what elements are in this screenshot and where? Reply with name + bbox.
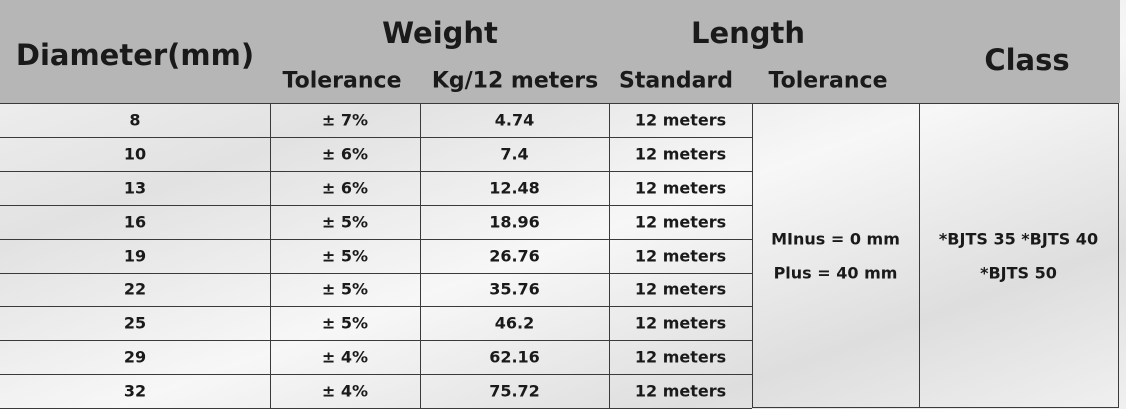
- grid-line: [0, 272, 752, 274]
- table-cell: 10: [123, 144, 147, 164]
- table-cell: 12 meters: [634, 381, 727, 401]
- table-cell: 62.16: [489, 347, 540, 367]
- table-cell: 7.4: [500, 144, 529, 164]
- table-cell: ± 5%: [321, 212, 369, 232]
- header-band: [0, 0, 1120, 103]
- table-cell: ± 6%: [321, 178, 369, 198]
- table-cell: 19: [123, 246, 147, 266]
- table-cell: ± 4%: [321, 381, 369, 401]
- table-cell: 4.74: [494, 110, 535, 130]
- table-cell: 12 meters: [634, 144, 727, 164]
- merged-cell: MInus = 0 mm: [771, 229, 900, 249]
- merged-cell: *BJTS 35 *BJTS 40: [938, 229, 1099, 249]
- grid-line: [0, 103, 1118, 104]
- table-cell: ± 5%: [321, 279, 369, 299]
- table-cell: 75.72: [489, 381, 540, 401]
- subheader: Tolerance: [768, 68, 888, 94]
- grid-line: [609, 103, 610, 409]
- table-cell: 13: [123, 178, 147, 198]
- grid-line: [0, 170, 752, 172]
- grid-line: [1118, 103, 1119, 409]
- header: Weight: [382, 16, 498, 50]
- table-cell: 22: [123, 279, 147, 299]
- table-cell: ± 7%: [321, 110, 369, 130]
- grid-line: [0, 136, 752, 138]
- table-cell: 35.76: [489, 279, 540, 299]
- grid-line: [0, 306, 752, 308]
- subheader: Standard: [618, 68, 734, 94]
- grid-line: [0, 340, 752, 342]
- table-cell: 12 meters: [634, 178, 727, 198]
- table-cell: ± 6%: [321, 144, 369, 164]
- grid-line: [270, 103, 271, 409]
- table-cell: ± 5%: [321, 246, 369, 266]
- grid-line: [0, 204, 752, 206]
- header: Length: [690, 16, 806, 50]
- table-cell: 16: [123, 212, 147, 232]
- subheader: Kg/12 meters: [431, 68, 599, 94]
- table-cell: 12 meters: [634, 279, 727, 299]
- table-cell: 25: [123, 313, 147, 333]
- table-cell: 12 meters: [634, 110, 727, 130]
- table-cell: 26.76: [489, 246, 540, 266]
- grid-line: [752, 407, 1118, 409]
- table-cell: 32: [123, 381, 147, 401]
- table-cell: 18.96: [489, 212, 540, 232]
- table-cell: 12 meters: [634, 347, 727, 367]
- grid-line: [752, 103, 753, 409]
- table-cell: 29: [123, 347, 147, 367]
- grid-line: [919, 103, 920, 409]
- table-cell: ± 4%: [321, 347, 369, 367]
- table-cell: 12.48: [489, 178, 540, 198]
- merged-cell: *BJTS 50: [980, 263, 1057, 283]
- grid-line: [0, 374, 752, 376]
- header: Diameter(mm): [15, 38, 255, 72]
- table-cell: ± 5%: [321, 313, 369, 333]
- table-cell: 12 meters: [634, 313, 727, 333]
- table-cell: 46.2: [494, 313, 535, 333]
- table-cell: 8: [129, 110, 141, 130]
- grid-line: [0, 238, 752, 240]
- subheader: Tolerance: [282, 68, 402, 94]
- table-cell: 12 meters: [634, 246, 727, 266]
- grid-line: [420, 103, 421, 409]
- table-cell: 12 meters: [634, 212, 727, 232]
- merged-cell: Plus = 40 mm: [773, 263, 898, 283]
- header: Class: [984, 43, 1070, 77]
